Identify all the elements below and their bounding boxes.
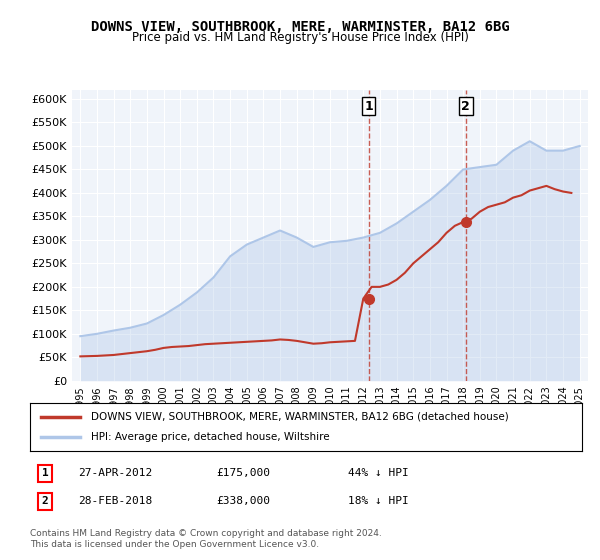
- Text: 2: 2: [41, 496, 49, 506]
- Text: Contains HM Land Registry data © Crown copyright and database right 2024.
This d: Contains HM Land Registry data © Crown c…: [30, 529, 382, 549]
- Text: 44% ↓ HPI: 44% ↓ HPI: [348, 468, 409, 478]
- Text: DOWNS VIEW, SOUTHBROOK, MERE, WARMINSTER, BA12 6BG (detached house): DOWNS VIEW, SOUTHBROOK, MERE, WARMINSTER…: [91, 412, 508, 422]
- Text: £175,000: £175,000: [216, 468, 270, 478]
- Text: £338,000: £338,000: [216, 496, 270, 506]
- Text: HPI: Average price, detached house, Wiltshire: HPI: Average price, detached house, Wilt…: [91, 432, 329, 442]
- Text: Price paid vs. HM Land Registry's House Price Index (HPI): Price paid vs. HM Land Registry's House …: [131, 31, 469, 44]
- Text: DOWNS VIEW, SOUTHBROOK, MERE, WARMINSTER, BA12 6BG: DOWNS VIEW, SOUTHBROOK, MERE, WARMINSTER…: [91, 20, 509, 34]
- Text: 1: 1: [41, 468, 49, 478]
- Text: 2: 2: [461, 100, 470, 113]
- Text: 1: 1: [364, 100, 373, 113]
- Text: 18% ↓ HPI: 18% ↓ HPI: [348, 496, 409, 506]
- Text: 27-APR-2012: 27-APR-2012: [78, 468, 152, 478]
- Text: 28-FEB-2018: 28-FEB-2018: [78, 496, 152, 506]
